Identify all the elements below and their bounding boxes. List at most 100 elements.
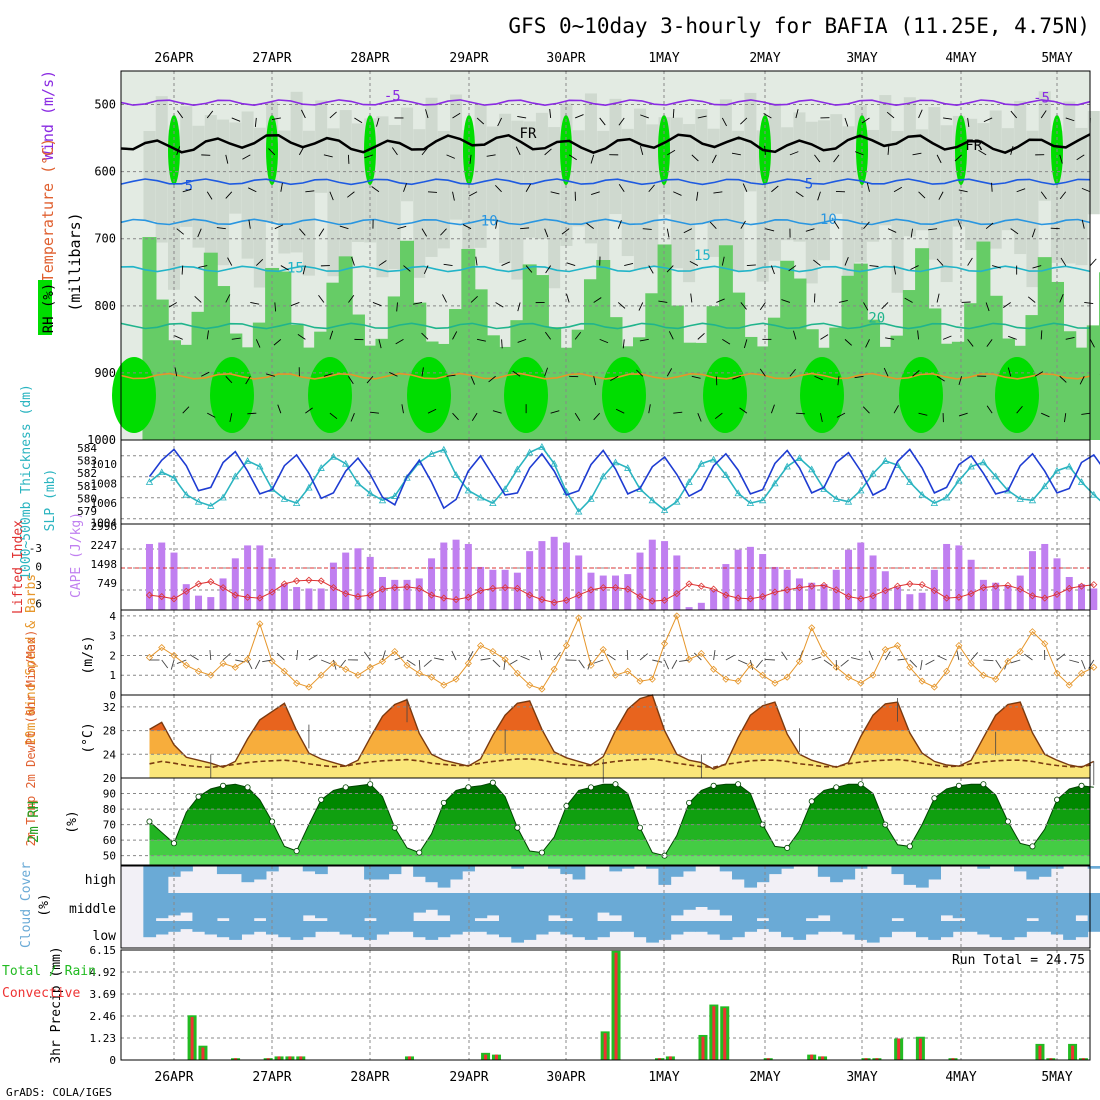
isotherm-label: -5 [1033,91,1050,107]
wind-barb [770,404,775,414]
thickness-point [538,442,546,450]
lifted-index-point [293,577,301,585]
wind-barb [274,224,284,230]
cloud-low-bar [548,921,561,932]
wind-barb [396,302,398,312]
wind-barb [366,375,374,384]
wind-barb [544,148,552,156]
precip-convective-bar [201,1047,205,1060]
isotherm-label: 5 [805,176,813,192]
isotherm-label: 15 [287,260,304,276]
upper-rh-label: RH (%) [41,283,57,334]
day-label-bottom: 5MAY [1041,1070,1072,1085]
rh2m-point [587,784,594,791]
wind-barb [354,117,363,124]
thickness-point [452,471,460,478]
lifted-index-point [305,576,313,584]
precip-axis-label: 3hr Precip (mm) [49,946,64,1063]
cloud-high-bar [903,866,917,885]
wind-barb [781,299,791,303]
wind-speed-point [1053,669,1061,677]
wind-barb [254,117,257,127]
rh-light-patch [450,94,463,220]
precip-convective-bar [603,1033,607,1060]
rh-fill-group [149,782,1090,865]
cloud-middle-bar [891,893,905,919]
precip-convective-bar [668,1056,672,1060]
cloud-high-bar [1038,866,1052,877]
wind-barb-10m [1056,653,1066,661]
precip-convective-bar [407,1056,411,1060]
wind-barb [978,149,987,156]
pressure-tick-label: 900 [94,366,116,380]
wind-barb [371,186,380,193]
cloud-middle-bar [216,893,230,919]
lifted-index-point [207,578,215,586]
cape-bar [734,549,742,610]
cloud-middle-bar [523,893,537,921]
rh-light-patch [327,128,340,277]
lifted-index-point [979,584,987,592]
wind-speed-line [149,614,1095,690]
cloud-high-bar [376,866,390,880]
cape-bar [477,566,485,610]
precip-convective-bar [288,1056,292,1060]
cape-bar [979,579,987,610]
wind-barb [912,152,922,156]
wind-barb-10m [970,652,979,661]
rh-legend-swatch [38,280,52,335]
rh2m-point [489,779,496,786]
wind-barb [280,265,289,271]
wind-barb [1016,188,1026,193]
precip-convective-bar [658,1058,662,1060]
wind-barb [885,337,895,340]
wind-barb [242,154,251,160]
wind-barb [764,145,766,155]
cloud-middle-bar [1038,893,1052,921]
wind-barb [1081,412,1091,415]
rh2m-point [170,840,177,847]
rh-mid-column [1074,347,1089,440]
cloud-low-bar [633,921,647,938]
wind-barb [421,147,429,156]
cloud-high-bar [670,866,684,877]
wind-barb [917,330,920,340]
cloud-high-bar [241,866,255,883]
wind-barb [863,221,870,229]
wind-barb [525,265,533,273]
wind-barb-10m [406,659,416,666]
rh-light-patch [916,129,929,231]
lifted-index-point [1004,581,1012,589]
wind-barb [421,367,424,377]
rh-light-patch [609,98,622,215]
rh-light-patch [180,106,193,227]
cloud-middle-bar [682,893,696,910]
cape-bar [428,558,436,610]
cloud-high-bar [830,866,843,883]
wind-barb [266,373,275,377]
wind-barb-10m [467,650,474,661]
rh2m-point [416,849,423,856]
cloud-high-bar [302,866,316,872]
cloud-axis-label: Cloud Cover [19,862,34,948]
wind-barb [833,154,840,163]
wind-barb [1064,413,1067,423]
wind-speed-point [697,649,705,658]
rh-light-patch [1026,130,1039,288]
rh-mid-column [583,279,598,440]
cloud-low-bar [817,921,831,932]
precip-convective-bar [614,952,618,1060]
thickness-point [857,486,865,494]
wind-speed-point [562,642,571,650]
cloud-high-bar [891,866,905,875]
wind-tick-label: 4 [109,610,116,623]
thickness-point [992,472,1000,480]
rh2m-point [833,784,840,791]
wind-barb [347,191,355,198]
rh-saturated-blob [210,357,254,433]
thickness-point [1004,486,1012,494]
cloud-middle-bar [511,893,525,921]
rh2m-point [538,849,545,856]
wind-barb [833,220,840,229]
wind-barb [696,191,699,201]
